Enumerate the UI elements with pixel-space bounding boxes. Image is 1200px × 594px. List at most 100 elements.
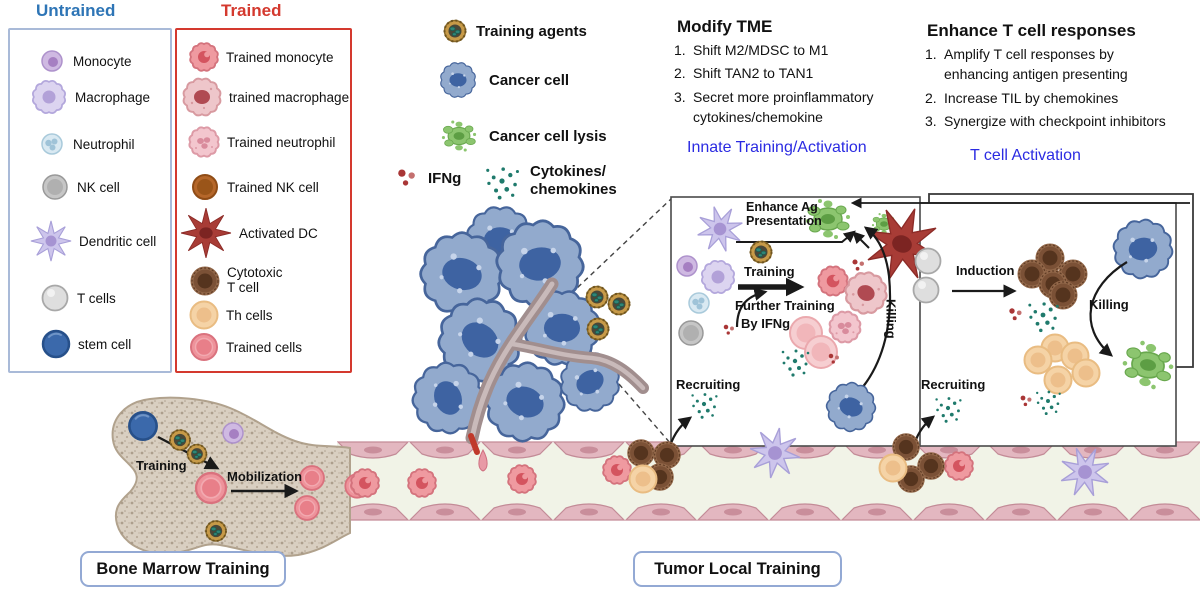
neutrophil-icon: [41, 133, 63, 155]
training-label: Training: [744, 264, 795, 279]
trained-title: Trained: [221, 1, 282, 20]
legend-item-th-cells: Th cells: [189, 300, 273, 330]
legend-item-t-cells: T cells: [40, 283, 116, 313]
training-agent: [186, 443, 208, 465]
macrophage-icon: [30, 78, 68, 116]
bone-marrow-training-caption: Bone Marrow Training: [80, 551, 286, 587]
ifng-icon: [398, 169, 415, 186]
trained-cell: [194, 471, 228, 505]
training-agent: [205, 520, 227, 542]
modify-tme-title: Modify TME: [677, 17, 773, 36]
cytokines-icon: [486, 167, 519, 200]
trained-monocyte-icon: [189, 42, 219, 72]
legend-item-monocyte: Monocyte: [38, 47, 132, 75]
legend-training-agents: Training agents: [443, 19, 587, 43]
legend-item-dendritic-cell: Dendritic cell: [30, 220, 156, 262]
ag-presentation-arrow: [736, 230, 856, 243]
legend-item-cytotoxic-t-cell: Cytotoxic T cell: [190, 265, 293, 296]
recruiting-label: Recruiting: [921, 377, 986, 392]
vessel-bottom-wall: [337, 503, 1200, 521]
cytotoxic-t-cell: [1048, 280, 1078, 310]
killing-label: Killing: [883, 299, 899, 339]
bone-training-label: Training: [136, 458, 187, 473]
blood-drip: [478, 448, 488, 472]
tumor-vasculature: [465, 277, 649, 472]
trained-cell: [294, 495, 320, 521]
legend-ifng: IFNg: [397, 167, 461, 189]
list-item: 1. Amplify T cell responses by enhancing …: [925, 46, 1128, 83]
list-item: 2. Increase TIL by chemokines: [925, 89, 1119, 106]
monocyte: [222, 422, 244, 444]
trained-neutrophil: [830, 312, 861, 343]
further-training-arrow: [735, 287, 768, 328]
bone-marrow: [111, 396, 370, 557]
legend-item-nk-cell: NK cell: [40, 172, 120, 202]
list-item: 1. Shift M2/MDSC to M1: [674, 42, 829, 58]
killing-arrow: [1089, 261, 1128, 357]
th-cell: [1023, 345, 1053, 375]
list-item: 3. Secret more proinflammatory cytokines/…: [674, 88, 874, 125]
legend-cytokines: Cytokines/ chemokines: [483, 162, 617, 200]
th-cell: [878, 453, 908, 483]
trained-monocyte: [408, 469, 436, 497]
innate-activation-caption: Innate Training/Activation: [687, 139, 867, 156]
enhance-t-list: 1. Amplify T cell responses by enhancing …: [925, 44, 1177, 134]
by-ifng-label: By IFNg: [741, 316, 791, 331]
trained-monocyte: [351, 469, 379, 497]
innate-panel-content: [666, 196, 950, 453]
trained-macrophage-icon: [182, 77, 222, 117]
legend-item-trained-neutrophil: Trained neutrophil: [188, 126, 335, 158]
training-agent-icon: [443, 19, 467, 43]
stem-cell-icon: [41, 329, 71, 359]
trained-monocyte: [603, 456, 631, 484]
legend-item-trained-cells: Trained cells: [189, 332, 302, 362]
legend-item-activated-dc: Activated DC: [180, 207, 318, 259]
trained-neutrophil-icon: [188, 126, 220, 158]
trained-cell: [299, 465, 325, 491]
legend-item-macrophage: Macrophage: [30, 78, 150, 116]
recruiting-label: Recruiting: [676, 377, 741, 392]
legend-item-trained-macrophage: trained macrophage: [182, 77, 349, 117]
legend-item-neutrophil: Neutrophil: [38, 130, 135, 158]
t-cell: [914, 247, 942, 275]
training-agent: [585, 285, 609, 309]
enhance-ag-label: Enhance Ag Presentation: [746, 200, 822, 228]
legend-item-trained-monocyte: Trained monocyte: [189, 42, 334, 72]
stem-cell: [128, 411, 158, 441]
training-agent: [607, 292, 631, 316]
dc-to-lysis-arrow: [852, 231, 870, 249]
monocyte: [676, 255, 698, 277]
trained-monocyte: [818, 266, 847, 295]
th-cell: [1071, 358, 1101, 388]
training-agent: [586, 317, 610, 341]
tumor-local-training-caption: Tumor Local Training: [633, 551, 842, 587]
th-cell: [628, 464, 658, 494]
untrained-title: Untrained: [36, 1, 116, 20]
t-cell-activation-caption: T cell Activation: [970, 147, 1081, 164]
induction-label: Induction: [956, 263, 1015, 278]
trained-monocyte: [508, 465, 536, 493]
trained-monocyte: [945, 452, 973, 480]
trained-cells-icon: [190, 333, 218, 361]
monocyte-icon: [41, 50, 63, 72]
trained-cells-pair: [789, 316, 838, 369]
tumor: [404, 207, 649, 472]
nk-cell: [678, 320, 704, 346]
list-item: 3. Synergize with checkpoint inhibitors: [925, 112, 1166, 129]
untrained-legend-box: [8, 28, 172, 373]
dendritic-cell-icon: [30, 220, 72, 262]
training-agent: [749, 240, 773, 264]
cytotoxic-t-cell: [627, 439, 655, 467]
th-cell-icon: [189, 300, 219, 330]
mobilization-label: Mobilization: [227, 469, 303, 484]
legend-cancer-cell: Cancer cell: [436, 58, 569, 102]
t-cell: [912, 276, 940, 304]
trained-legend-box: [175, 28, 352, 373]
nk-cell-icon: [42, 174, 68, 200]
killing-arrow: [854, 226, 892, 397]
th-cell: [1043, 365, 1073, 395]
legend-item-trained-nk-cell: Trained NK cell: [190, 172, 319, 202]
training-agent: [169, 429, 191, 451]
